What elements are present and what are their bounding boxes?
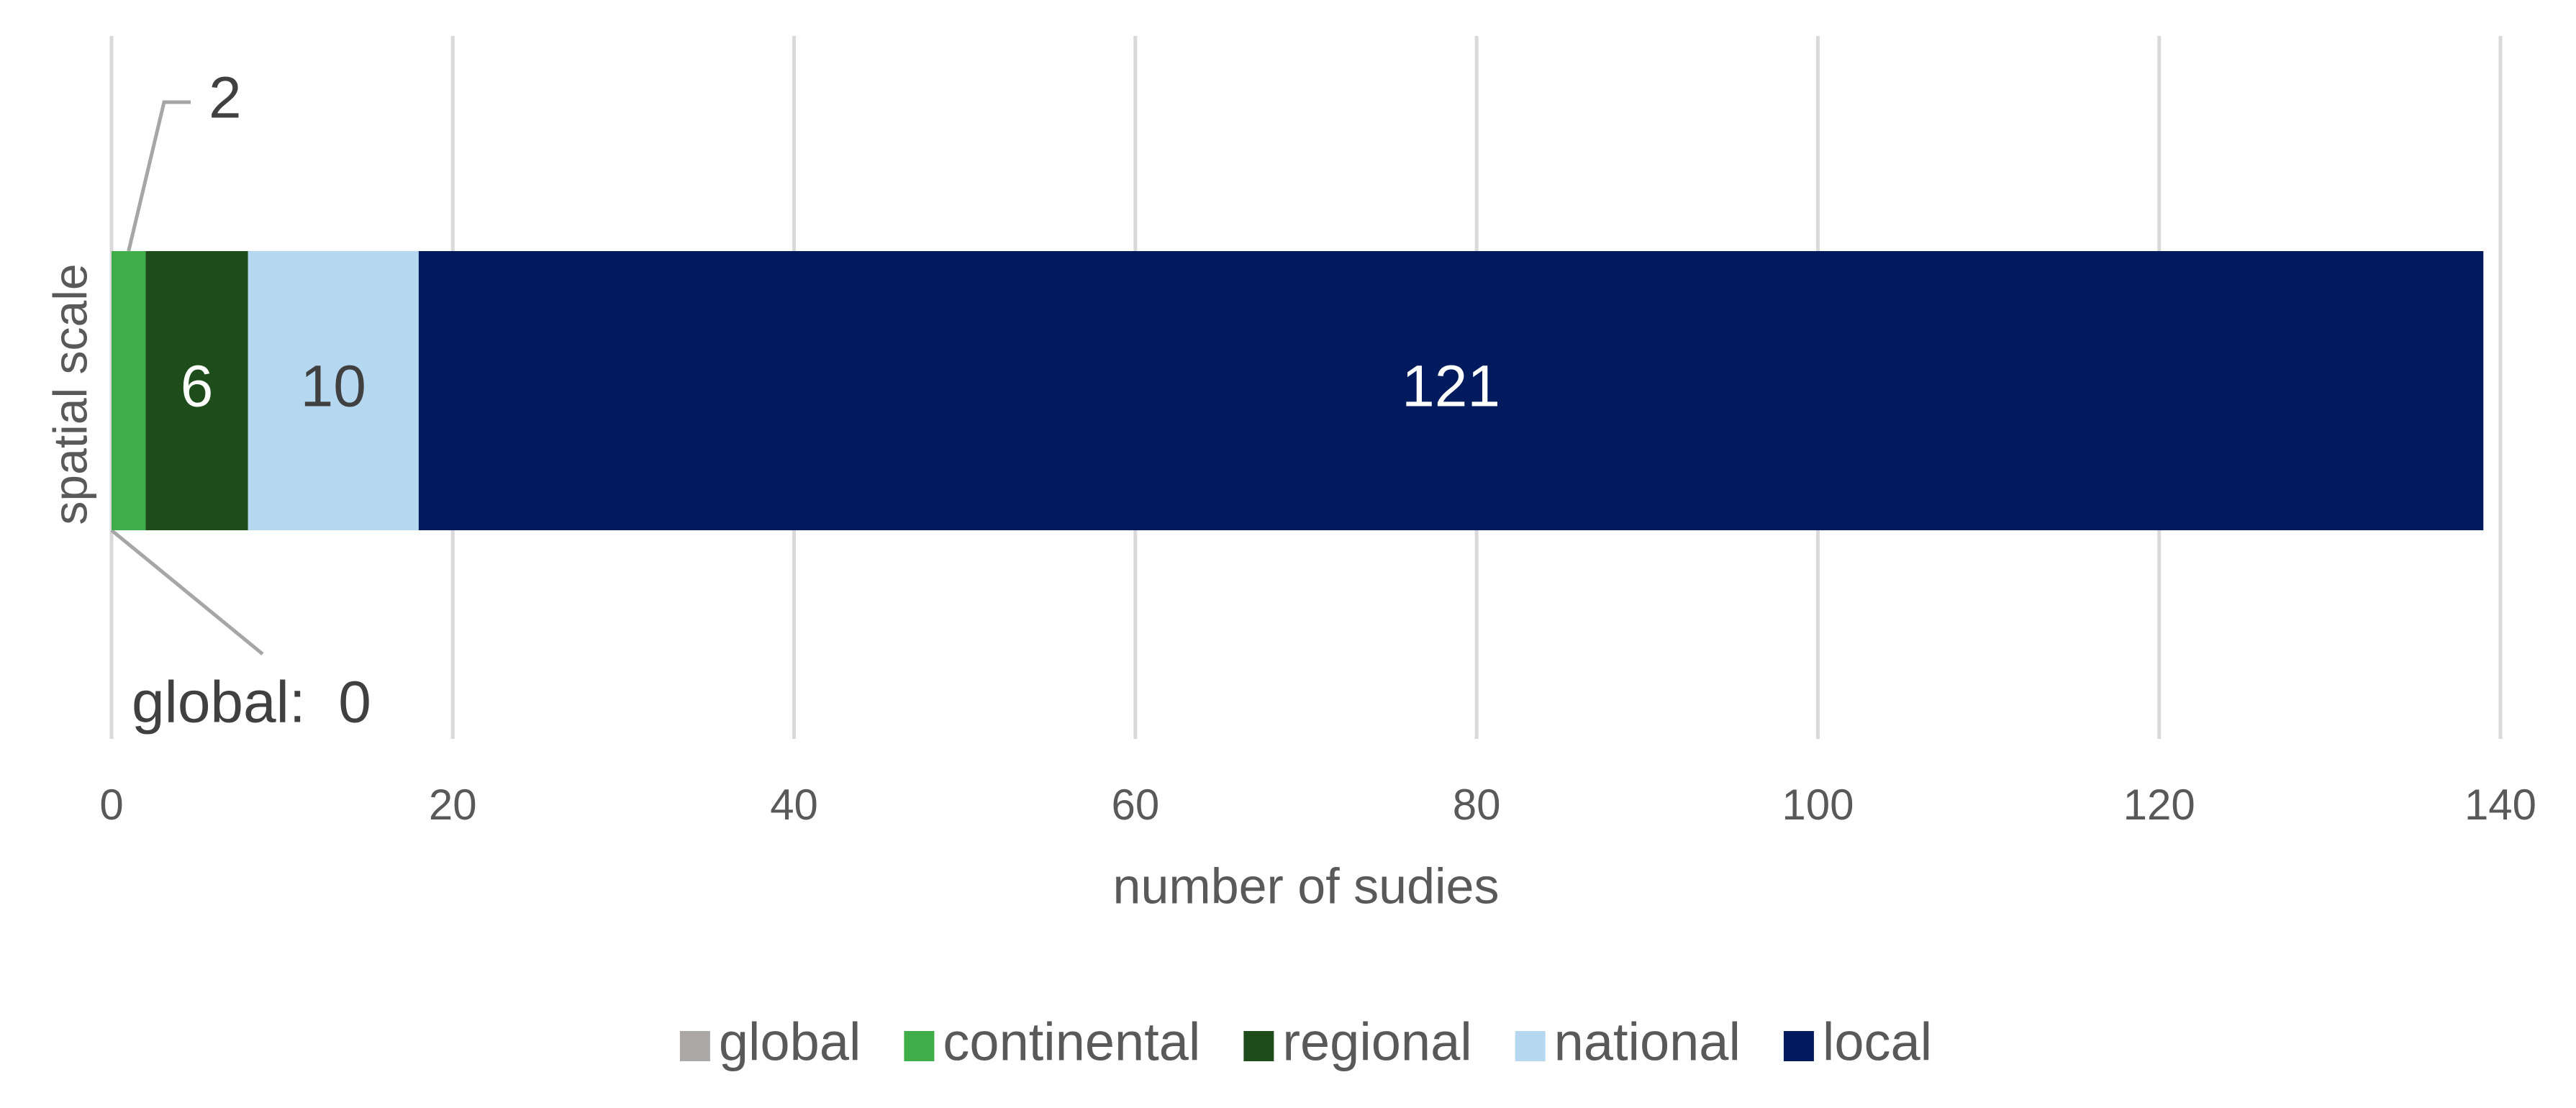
legend-swatch <box>1243 1031 1274 1061</box>
data-label: 6 <box>181 354 214 419</box>
x-tick-label: 60 <box>1111 781 1159 829</box>
legend-label: national <box>1554 1012 1741 1072</box>
legend-label: local <box>1823 1012 1932 1072</box>
data-label: global: 0 <box>132 670 371 735</box>
legend-swatch <box>1515 1031 1546 1061</box>
data-label: 121 <box>1402 354 1500 419</box>
x-tick-label: 0 <box>99 781 123 829</box>
data-label: 10 <box>301 354 366 419</box>
y-axis-label: spatial scale <box>43 263 96 525</box>
x-tick-label: 100 <box>1782 781 1854 829</box>
leader-line <box>110 529 264 655</box>
bar-segment <box>248 251 419 530</box>
legend-label: regional <box>1282 1012 1471 1072</box>
x-tick-label: 20 <box>429 781 477 829</box>
x-tick-label: 120 <box>2123 781 2195 829</box>
legend-swatch <box>1783 1031 1814 1061</box>
x-tick-label: 80 <box>1453 781 1501 829</box>
x-axis-label: number of sudies <box>1113 858 1500 914</box>
bar-segment <box>112 251 146 530</box>
legend-label: global <box>719 1012 861 1072</box>
leader-line <box>127 100 191 252</box>
bar-segment <box>145 251 248 530</box>
x-tick-label: 40 <box>770 781 818 829</box>
data-label: 2 <box>209 65 242 131</box>
legend-swatch <box>904 1031 935 1061</box>
legend-swatch <box>679 1031 710 1061</box>
x-tick-label: 140 <box>2464 781 2536 829</box>
bar-segment <box>418 251 2484 530</box>
legend-label: continental <box>943 1012 1200 1072</box>
legend: global continental regional national local <box>679 1012 1932 1072</box>
